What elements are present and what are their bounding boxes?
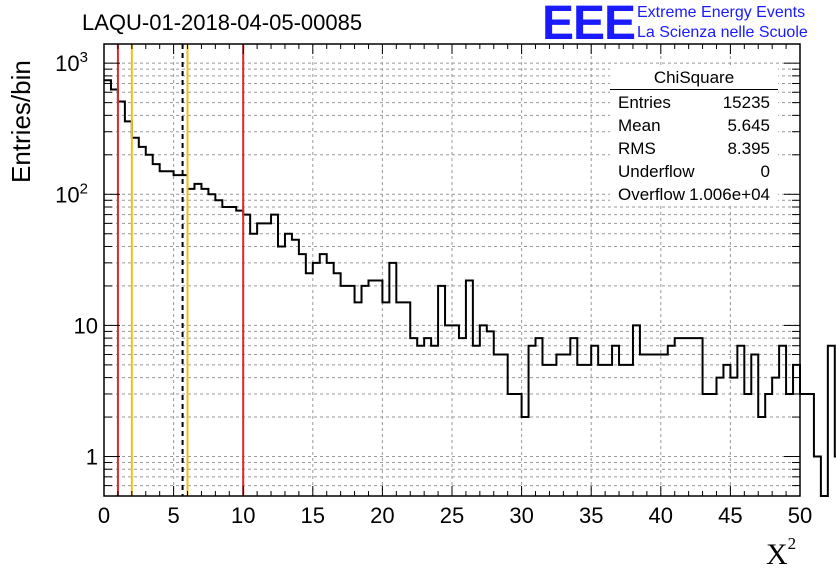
- x-tick-label: 15: [301, 503, 325, 528]
- x-tick-label: 25: [440, 503, 464, 528]
- stats-title: ChiSquare: [653, 68, 735, 87]
- logo-line-1: Extreme Energy Events: [637, 4, 806, 21]
- x-tick-label: 10: [231, 503, 255, 528]
- x-tick-label: 20: [370, 503, 394, 528]
- x-axis-label: X2: [766, 534, 797, 571]
- stats-label: Entries: [618, 93, 671, 112]
- stats-value: 5.645: [727, 116, 770, 135]
- y-tick-label: 102: [55, 180, 88, 207]
- stats-title-rule: [610, 89, 778, 90]
- y-tick-label: 10: [74, 313, 98, 338]
- stats-value: 0: [760, 162, 770, 181]
- chart-title: LAQU-01-2018-04-05-00085: [82, 10, 363, 35]
- x-tick-label: 45: [718, 503, 742, 528]
- stats-value: 1.006e+04: [689, 185, 770, 204]
- stats-label: Overflow: [618, 185, 686, 204]
- histogram-series: [104, 79, 836, 497]
- eee-logo: EEE: [542, 0, 636, 50]
- x-tick-label: 50: [788, 503, 812, 528]
- x-tick-label: 0: [98, 503, 110, 528]
- x-tick-label: 35: [579, 503, 603, 528]
- stats-value: 8.395: [727, 139, 770, 158]
- x-tick-label: 30: [509, 503, 533, 528]
- x-tick-label: 5: [167, 503, 179, 528]
- logo-line-2: La Scienza nelle Scuole: [637, 24, 808, 41]
- stats-label: RMS: [618, 139, 656, 158]
- x-tick-label: 40: [649, 503, 673, 528]
- y-tick-label: 103: [55, 49, 88, 76]
- stats-label: Mean: [618, 116, 661, 135]
- y-tick-label: 1: [86, 445, 98, 470]
- stats-value: 15235: [722, 93, 770, 112]
- stats-box: ChiSquare Entries 15235 Mean 5.645 RMS 8…: [610, 66, 778, 206]
- stats-label: Underflow: [618, 162, 695, 181]
- y-axis-label: Entries/bin: [6, 60, 36, 183]
